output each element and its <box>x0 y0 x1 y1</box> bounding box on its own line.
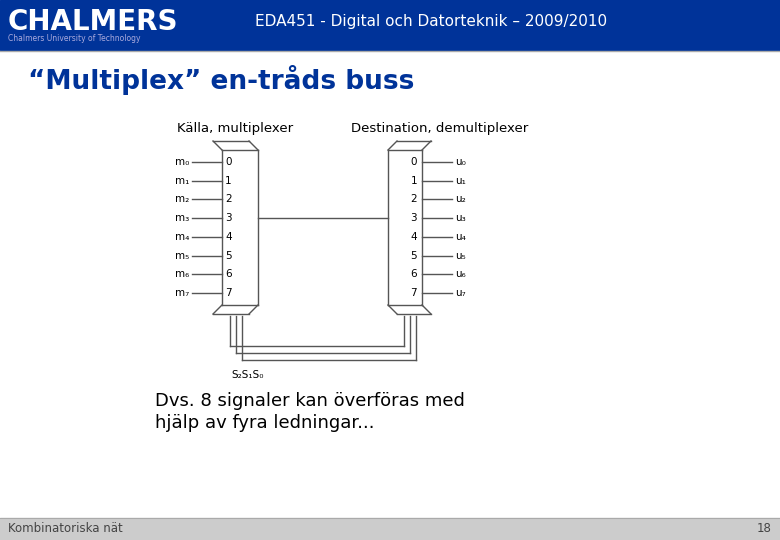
Text: “Multiplex” en-tråds buss: “Multiplex” en-tråds buss <box>28 65 414 95</box>
Text: 5: 5 <box>410 251 417 261</box>
Text: EDA451 - Digital och Datorteknik – 2009/2010: EDA451 - Digital och Datorteknik – 2009/… <box>255 14 607 29</box>
Text: Destination, demultiplexer: Destination, demultiplexer <box>351 122 528 135</box>
Text: m₄: m₄ <box>175 232 189 242</box>
Text: u₁: u₁ <box>455 176 466 186</box>
Text: u₀: u₀ <box>455 157 466 167</box>
Text: u₇: u₇ <box>455 288 466 298</box>
Text: m₁: m₁ <box>175 176 189 186</box>
Text: 1: 1 <box>225 176 232 186</box>
Text: 3: 3 <box>410 213 417 223</box>
Text: 4: 4 <box>410 232 417 242</box>
Text: m₀: m₀ <box>175 157 189 167</box>
Text: u₄: u₄ <box>455 232 466 242</box>
Text: 4: 4 <box>225 232 232 242</box>
Text: 2: 2 <box>225 194 232 205</box>
Text: 7: 7 <box>410 288 417 298</box>
Text: 7: 7 <box>225 288 232 298</box>
Text: u₂: u₂ <box>455 194 466 205</box>
Text: 2: 2 <box>410 194 417 205</box>
Text: m₅: m₅ <box>175 251 189 261</box>
Text: m₆: m₆ <box>175 269 189 279</box>
Bar <box>0 0 780 50</box>
Text: m₇: m₇ <box>175 288 189 298</box>
Text: Källa, multiplexer: Källa, multiplexer <box>177 122 293 135</box>
Text: 5: 5 <box>225 251 232 261</box>
Text: Dvs. 8 signaler kan överföras med: Dvs. 8 signaler kan överföras med <box>155 392 465 410</box>
Text: u₆: u₆ <box>455 269 466 279</box>
Bar <box>0 518 780 540</box>
Text: 0: 0 <box>410 157 417 167</box>
Text: m₂: m₂ <box>175 194 189 205</box>
Text: hjälp av fyra ledningar...: hjälp av fyra ledningar... <box>155 414 374 432</box>
Text: CHALMERS: CHALMERS <box>8 8 179 36</box>
Text: u₅: u₅ <box>455 251 466 261</box>
Text: 6: 6 <box>410 269 417 279</box>
Text: S₂S₁S₀: S₂S₁S₀ <box>232 370 264 380</box>
Text: 18: 18 <box>757 523 772 536</box>
Text: 1: 1 <box>410 176 417 186</box>
Text: 3: 3 <box>225 213 232 223</box>
Text: u₃: u₃ <box>455 213 466 223</box>
Text: m₃: m₃ <box>175 213 189 223</box>
Text: 0: 0 <box>225 157 232 167</box>
Text: 6: 6 <box>225 269 232 279</box>
Text: Kombinatoriska nät: Kombinatoriska nät <box>8 523 122 536</box>
Text: Chalmers University of Technology: Chalmers University of Technology <box>8 34 140 43</box>
